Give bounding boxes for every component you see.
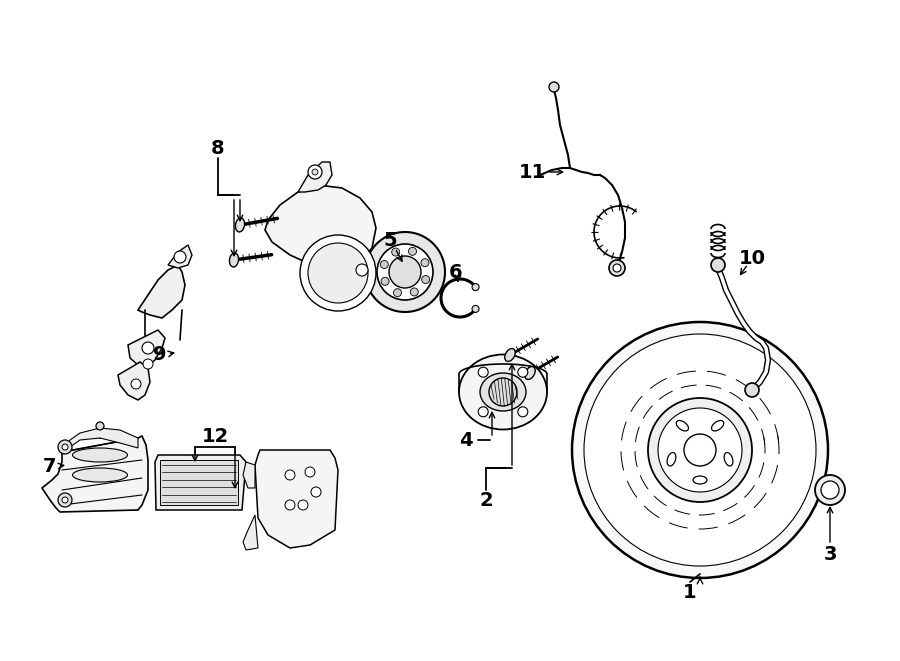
Polygon shape <box>255 450 338 548</box>
Circle shape <box>285 500 295 510</box>
Ellipse shape <box>676 420 688 431</box>
Circle shape <box>58 440 72 454</box>
Circle shape <box>489 378 517 406</box>
Circle shape <box>711 258 725 272</box>
Text: 10: 10 <box>739 249 766 268</box>
Circle shape <box>422 276 429 284</box>
Ellipse shape <box>73 468 128 482</box>
Circle shape <box>143 359 153 369</box>
Text: 6: 6 <box>449 262 463 282</box>
Circle shape <box>518 368 527 377</box>
Text: 5: 5 <box>383 231 397 249</box>
Circle shape <box>584 334 816 566</box>
Text: 1: 1 <box>683 582 697 602</box>
Circle shape <box>658 408 742 492</box>
Circle shape <box>377 244 433 300</box>
Circle shape <box>745 383 759 397</box>
Circle shape <box>62 444 68 450</box>
Polygon shape <box>298 162 332 192</box>
Circle shape <box>285 470 295 480</box>
Ellipse shape <box>505 348 515 362</box>
Circle shape <box>356 264 368 276</box>
Polygon shape <box>168 245 192 268</box>
Polygon shape <box>243 515 258 550</box>
Text: 12: 12 <box>202 428 229 446</box>
Polygon shape <box>160 460 238 505</box>
Ellipse shape <box>712 420 724 431</box>
Circle shape <box>381 260 388 268</box>
Circle shape <box>174 251 186 263</box>
Text: 11: 11 <box>518 163 545 182</box>
Circle shape <box>821 481 839 499</box>
Polygon shape <box>42 436 148 512</box>
Circle shape <box>684 434 716 466</box>
Polygon shape <box>118 362 150 400</box>
Circle shape <box>305 467 315 477</box>
Circle shape <box>381 278 389 286</box>
Ellipse shape <box>459 354 547 430</box>
Ellipse shape <box>724 453 733 466</box>
Circle shape <box>308 243 368 303</box>
Circle shape <box>62 497 68 503</box>
Polygon shape <box>243 462 255 488</box>
Circle shape <box>389 256 421 288</box>
Ellipse shape <box>525 367 535 379</box>
Text: 9: 9 <box>153 346 166 364</box>
Circle shape <box>648 398 752 502</box>
Circle shape <box>393 289 401 297</box>
Circle shape <box>311 487 321 497</box>
Circle shape <box>300 235 376 311</box>
Circle shape <box>131 379 141 389</box>
Circle shape <box>549 82 559 92</box>
Polygon shape <box>155 455 246 510</box>
Text: 2: 2 <box>479 490 493 510</box>
Circle shape <box>298 500 308 510</box>
Ellipse shape <box>693 476 707 484</box>
Circle shape <box>421 258 429 266</box>
Circle shape <box>472 305 479 313</box>
Polygon shape <box>128 330 165 368</box>
Circle shape <box>142 342 154 354</box>
Text: 4: 4 <box>459 430 472 449</box>
Circle shape <box>308 165 322 179</box>
Ellipse shape <box>230 253 238 267</box>
Text: 8: 8 <box>212 139 225 157</box>
Circle shape <box>815 475 845 505</box>
Circle shape <box>613 264 621 272</box>
Circle shape <box>478 407 488 417</box>
Polygon shape <box>345 255 372 285</box>
Text: 7: 7 <box>43 457 57 477</box>
Polygon shape <box>138 265 185 318</box>
Circle shape <box>572 322 828 578</box>
Text: 3: 3 <box>824 545 837 564</box>
Circle shape <box>58 493 72 507</box>
Ellipse shape <box>480 373 526 411</box>
Circle shape <box>312 169 318 175</box>
Circle shape <box>365 232 445 312</box>
Polygon shape <box>265 185 376 270</box>
Circle shape <box>409 247 417 255</box>
Circle shape <box>410 288 419 296</box>
Circle shape <box>472 284 479 291</box>
Circle shape <box>392 248 400 256</box>
Ellipse shape <box>73 448 128 462</box>
Ellipse shape <box>667 453 676 466</box>
Polygon shape <box>62 428 138 452</box>
Circle shape <box>609 260 625 276</box>
Circle shape <box>518 407 527 417</box>
Circle shape <box>478 368 488 377</box>
Circle shape <box>96 422 104 430</box>
Ellipse shape <box>236 218 245 232</box>
